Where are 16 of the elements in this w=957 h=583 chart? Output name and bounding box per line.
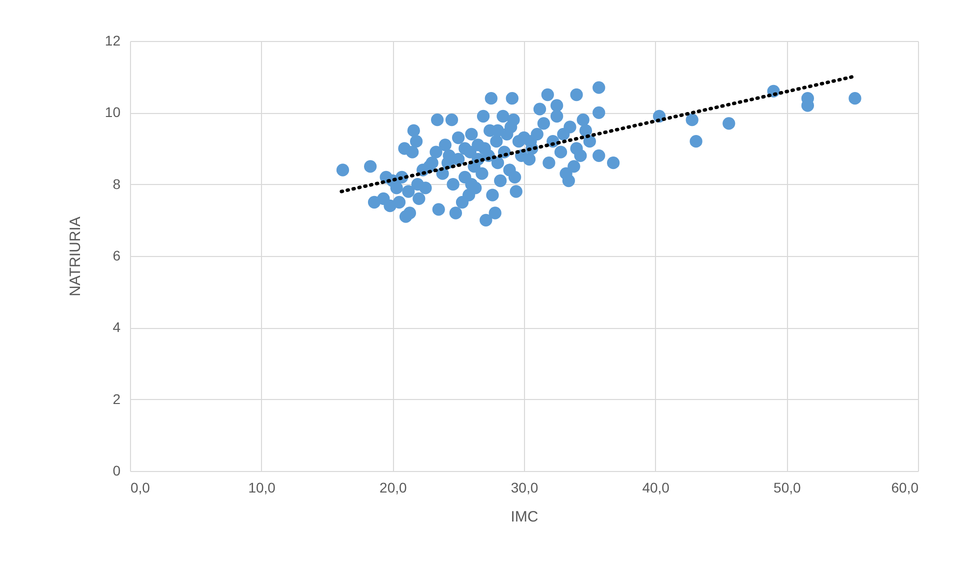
x-tick-label: 60,0 <box>891 480 919 496</box>
y-axis-title: NATRIURIA <box>66 216 84 296</box>
x-tick-label: 0,0 <box>130 480 150 496</box>
y-tick-label: 8 <box>112 176 121 192</box>
x-axis-title: IMC <box>510 508 538 526</box>
y-tick-label: 0 <box>112 462 121 478</box>
y-tick-label: 4 <box>112 319 121 336</box>
x-tick-label: 50,0 <box>774 480 802 496</box>
y-tick-label: 2 <box>112 390 121 407</box>
x-tick-label: 10,0 <box>248 480 276 496</box>
x-tick-label: 30,0 <box>510 480 538 496</box>
y-tick-label: 12 <box>104 32 121 48</box>
y-tick-label: 6 <box>112 248 121 264</box>
y-tick-label: 10 <box>104 104 121 120</box>
x-tick-label: 20,0 <box>380 480 408 496</box>
x-tick-label: 40,0 <box>642 480 670 496</box>
